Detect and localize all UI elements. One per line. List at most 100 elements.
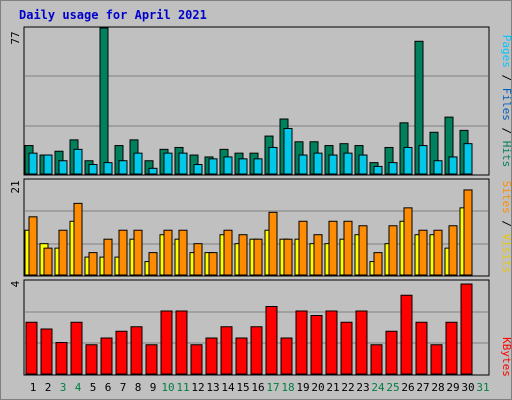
bar-sites-day-24 — [373, 252, 383, 276]
bar-sites-day-12 — [193, 243, 203, 276]
y-max-label-panel-2: 21 — [9, 180, 22, 193]
bar-kbytes-day-24 — [370, 344, 383, 375]
x-tick-label: 19 — [296, 381, 309, 394]
legend-files: Files — [500, 88, 512, 121]
bar-kbytes-day-21 — [325, 310, 338, 375]
bar-kbytes-day-19 — [295, 310, 308, 375]
bar-sites-day-5 — [88, 252, 98, 276]
x-tick-label: 26 — [401, 381, 414, 394]
bar-sites-day-4 — [73, 202, 83, 276]
bar-files-day-3 — [58, 160, 68, 175]
bar-sites-day-20 — [313, 234, 323, 276]
bar-sites-day-26 — [403, 207, 413, 276]
bar-sites-day-18 — [283, 238, 293, 276]
bar-files-day-6 — [103, 162, 113, 175]
x-tick-label: 15 — [236, 381, 249, 394]
bar-files-day-16 — [253, 158, 263, 175]
bar-kbytes-day-5 — [85, 344, 98, 375]
x-tick-label: 27 — [416, 381, 429, 394]
bar-files-day-21 — [328, 154, 338, 175]
bar-sites-day-21 — [328, 220, 338, 276]
x-tick-label: 11 — [176, 381, 189, 394]
bar-kbytes-day-15 — [235, 337, 248, 375]
bar-sites-day-25 — [388, 225, 398, 276]
bar-kbytes-day-18 — [280, 337, 293, 375]
bar-sites-day-3 — [58, 229, 68, 276]
bar-sites-day-11 — [178, 229, 188, 276]
bar-kbytes-day-12 — [190, 344, 203, 375]
bar-files-day-13 — [208, 158, 218, 175]
y-max-label-panel-3: 4 — [9, 280, 22, 287]
x-tick-label: 10 — [161, 381, 174, 394]
legend-separator: / — [500, 68, 512, 88]
legend-kbytes: KBytes — [500, 337, 512, 377]
bar-kbytes-day-26 — [400, 294, 413, 375]
bar-files-day-29 — [448, 156, 458, 175]
bar-sites-day-17 — [268, 211, 278, 276]
bar-files-day-23 — [358, 154, 368, 175]
x-tick-label: 30 — [461, 381, 474, 394]
bar-files-day-19 — [298, 154, 308, 175]
bar-files-day-18 — [283, 127, 293, 175]
legend-pages: Pages — [500, 35, 512, 68]
x-tick-label: 24 — [371, 381, 385, 394]
legend-panel-2: Sites / Visits — [500, 181, 512, 274]
x-tick-label: 12 — [191, 381, 204, 394]
x-tick-label: 21 — [326, 381, 339, 394]
bar-files-day-30 — [463, 143, 473, 175]
bar-kbytes-day-30 — [460, 283, 473, 375]
bar-kbytes-day-14 — [220, 326, 233, 375]
x-tick-label: 5 — [90, 381, 97, 394]
legend-separator: / — [500, 121, 512, 141]
x-tick-label: 6 — [105, 381, 112, 394]
x-tick-label: 18 — [281, 381, 294, 394]
bar-kbytes-day-3 — [55, 342, 68, 375]
bar-kbytes-day-7 — [115, 330, 128, 375]
bar-sites-day-29 — [448, 225, 458, 276]
bar-files-day-17 — [268, 146, 278, 175]
bar-kbytes-day-20 — [310, 315, 323, 375]
bar-sites-day-15 — [238, 234, 248, 276]
bar-kbytes-day-17 — [265, 306, 278, 375]
x-axis-labels: 1 2 3 4 5 6 7 8 9 10 11 12 13 14 15 16 17 18 19 20 21 22 23 24 2… — [30, 381, 490, 394]
bar-files-day-5 — [88, 164, 98, 175]
bar-files-day-8 — [133, 152, 143, 175]
bar-sites-day-1 — [28, 216, 38, 276]
x-tick-label: 22 — [341, 381, 354, 394]
bar-files-day-24 — [373, 165, 383, 175]
bar-kbytes-day-25 — [385, 330, 398, 375]
bar-sites-day-13 — [208, 252, 218, 276]
bar-sites-day-6 — [103, 238, 113, 276]
x-tick-label: 29 — [446, 381, 459, 394]
bar-files-day-20 — [313, 152, 323, 175]
bar-kbytes-day-13 — [205, 337, 218, 375]
y-max-label-panel-1: 77 — [9, 31, 22, 44]
x-tick-label: 13 — [206, 381, 219, 394]
bar-kbytes-day-27 — [415, 321, 428, 375]
bar-files-day-11 — [178, 152, 188, 175]
panel-1-bars — [24, 27, 473, 175]
bar-sites-day-30 — [463, 189, 473, 276]
bar-kbytes-day-4 — [70, 321, 83, 375]
bar-sites-day-19 — [298, 220, 308, 276]
legend-sites: Sites — [500, 181, 512, 214]
bar-sites-day-16 — [253, 238, 263, 276]
x-tick-label: 4 — [75, 381, 82, 394]
bar-files-day-10 — [163, 152, 173, 175]
bar-hits-day-6 — [99, 27, 109, 175]
bar-sites-day-7 — [118, 229, 128, 276]
bar-files-day-14 — [223, 156, 233, 175]
bar-kbytes-day-11 — [175, 310, 188, 375]
x-tick-label: 16 — [251, 381, 264, 394]
x-tick-label: 17 — [266, 381, 279, 394]
x-tick-label: 28 — [431, 381, 444, 394]
legend-panel-1: Pages / Files / Hits — [500, 35, 512, 168]
bar-kbytes-day-16 — [250, 326, 263, 375]
bar-sites-day-23 — [358, 225, 368, 276]
bar-kbytes-day-10 — [160, 310, 173, 375]
bar-sites-day-27 — [418, 229, 428, 276]
x-tick-label: 20 — [311, 381, 324, 394]
x-tick-label: 2 — [45, 381, 52, 394]
x-tick-label: 23 — [356, 381, 369, 394]
